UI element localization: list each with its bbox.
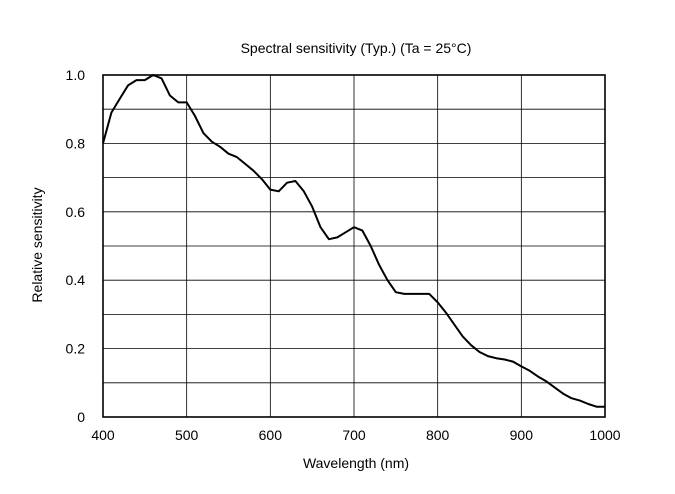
grid-lines xyxy=(103,75,605,417)
y-tick-label: 1.0 xyxy=(66,67,86,83)
x-tick-labels: 400 500 600 700 800 900 1000 xyxy=(91,427,620,443)
x-tick-label: 600 xyxy=(259,427,283,443)
plot-border xyxy=(102,74,606,418)
series-layer xyxy=(102,74,605,408)
x-tick-label: 800 xyxy=(426,427,450,443)
chart-title: Spectral sensitivity (Typ.) (Ta = 25°C) xyxy=(241,40,472,56)
x-tick-label: 1000 xyxy=(589,427,620,443)
x-tick-label: 500 xyxy=(175,427,199,443)
y-tick-label: 0.8 xyxy=(66,135,86,151)
y-axis-label: Relative sensitivity xyxy=(29,187,45,302)
sensitivity-curve xyxy=(102,74,605,408)
plot-frame xyxy=(102,74,606,418)
y-tick-labels: 0 0.2 0.4 0.6 0.8 1.0 xyxy=(66,67,86,425)
y-tick-label: 0.2 xyxy=(66,341,86,357)
x-tick-label: 900 xyxy=(510,427,534,443)
y-tick-label: 0.4 xyxy=(66,272,86,288)
x-tick-label: 700 xyxy=(342,427,366,443)
x-axis-label: Wavelength (nm) xyxy=(303,455,409,471)
x-tick-label: 400 xyxy=(91,427,115,443)
y-tick-label: 0.6 xyxy=(66,204,86,220)
y-tick-label: 0 xyxy=(77,409,85,425)
